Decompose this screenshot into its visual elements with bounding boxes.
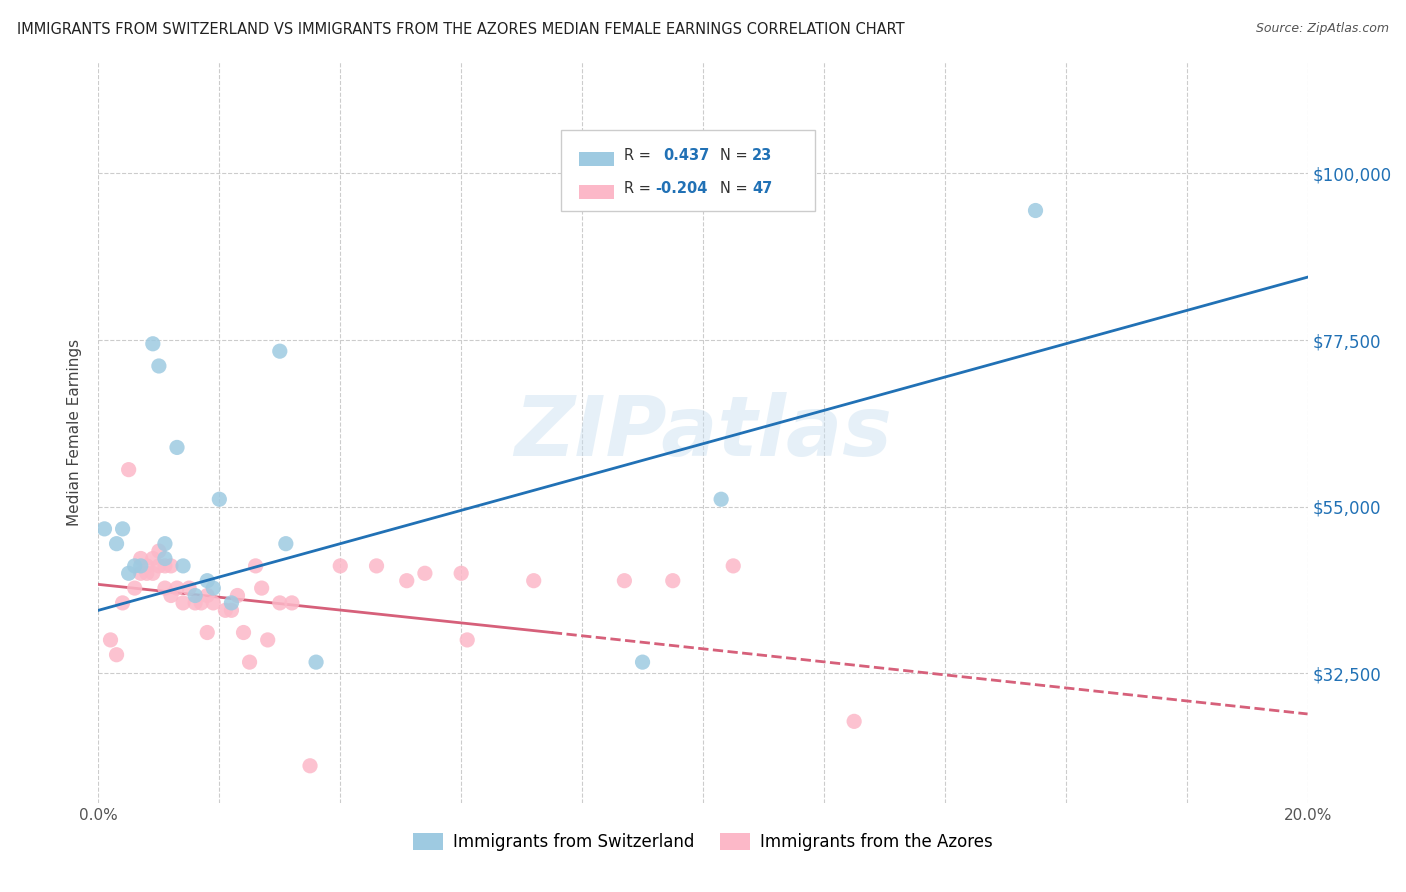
- Point: [256, 632, 278, 647]
- Point: [221, 603, 243, 617]
- Point: [281, 596, 304, 610]
- Point: [142, 336, 165, 351]
- Text: IMMIGRANTS FROM SWITZERLAND VS IMMIGRANTS FROM THE AZORES MEDIAN FEMALE EARNINGS: IMMIGRANTS FROM SWITZERLAND VS IMMIGRANT…: [17, 22, 904, 37]
- Point: [214, 603, 236, 617]
- Point: [299, 758, 322, 772]
- Text: 0.437: 0.437: [664, 148, 710, 163]
- Text: 23: 23: [752, 148, 772, 163]
- Point: [723, 558, 745, 573]
- Point: [202, 596, 225, 610]
- Point: [142, 551, 165, 566]
- Point: [269, 344, 291, 359]
- Point: [153, 558, 176, 573]
- Point: [710, 492, 733, 507]
- Point: [142, 566, 165, 581]
- Point: [631, 655, 654, 669]
- Point: [226, 589, 249, 603]
- Text: N =: N =: [720, 148, 752, 163]
- Text: R =: R =: [624, 180, 655, 195]
- Point: [135, 558, 157, 573]
- Point: [184, 596, 207, 610]
- Point: [274, 536, 297, 550]
- Point: [111, 522, 134, 536]
- Point: [195, 589, 218, 603]
- Point: [613, 574, 636, 588]
- Point: [413, 566, 436, 581]
- Point: [93, 522, 115, 536]
- Point: [160, 589, 183, 603]
- Point: [166, 441, 188, 455]
- Legend: Immigrants from Switzerland, Immigrants from the Azores: Immigrants from Switzerland, Immigrants …: [406, 826, 1000, 857]
- Point: [190, 596, 212, 610]
- Point: [202, 581, 225, 595]
- Point: [269, 596, 291, 610]
- Point: [129, 551, 152, 566]
- Point: [661, 574, 683, 588]
- Point: [148, 544, 170, 558]
- Point: [129, 566, 152, 581]
- Point: [135, 566, 157, 581]
- Point: [124, 558, 146, 573]
- Point: [221, 596, 243, 610]
- Point: [844, 714, 866, 729]
- Point: [148, 359, 170, 373]
- Text: N =: N =: [720, 180, 752, 195]
- Point: [195, 625, 218, 640]
- Point: [1024, 203, 1046, 218]
- Point: [172, 596, 194, 610]
- Text: -0.204: -0.204: [655, 180, 707, 195]
- Point: [118, 566, 141, 581]
- Point: [166, 581, 188, 595]
- Point: [129, 558, 152, 573]
- Point: [523, 574, 546, 588]
- Point: [329, 558, 352, 573]
- Point: [450, 566, 472, 581]
- Point: [148, 558, 170, 573]
- Point: [118, 462, 141, 476]
- Text: Source: ZipAtlas.com: Source: ZipAtlas.com: [1256, 22, 1389, 36]
- Point: [250, 581, 273, 595]
- Point: [195, 574, 218, 588]
- Point: [239, 655, 262, 669]
- Point: [456, 632, 478, 647]
- Point: [105, 536, 128, 550]
- Text: ZIPatlas: ZIPatlas: [515, 392, 891, 473]
- Point: [208, 492, 231, 507]
- Point: [105, 648, 128, 662]
- Text: R =: R =: [624, 148, 661, 163]
- Point: [124, 581, 146, 595]
- Point: [100, 632, 122, 647]
- Point: [395, 574, 418, 588]
- Point: [160, 558, 183, 573]
- Point: [232, 625, 254, 640]
- Point: [172, 558, 194, 573]
- Point: [366, 558, 388, 573]
- Point: [111, 596, 134, 610]
- Text: 47: 47: [752, 180, 772, 195]
- Point: [153, 581, 176, 595]
- Point: [179, 581, 201, 595]
- Point: [184, 589, 207, 603]
- Point: [245, 558, 267, 573]
- Y-axis label: Median Female Earnings: Median Female Earnings: [67, 339, 83, 526]
- Point: [305, 655, 328, 669]
- Point: [153, 551, 176, 566]
- Point: [153, 536, 176, 550]
